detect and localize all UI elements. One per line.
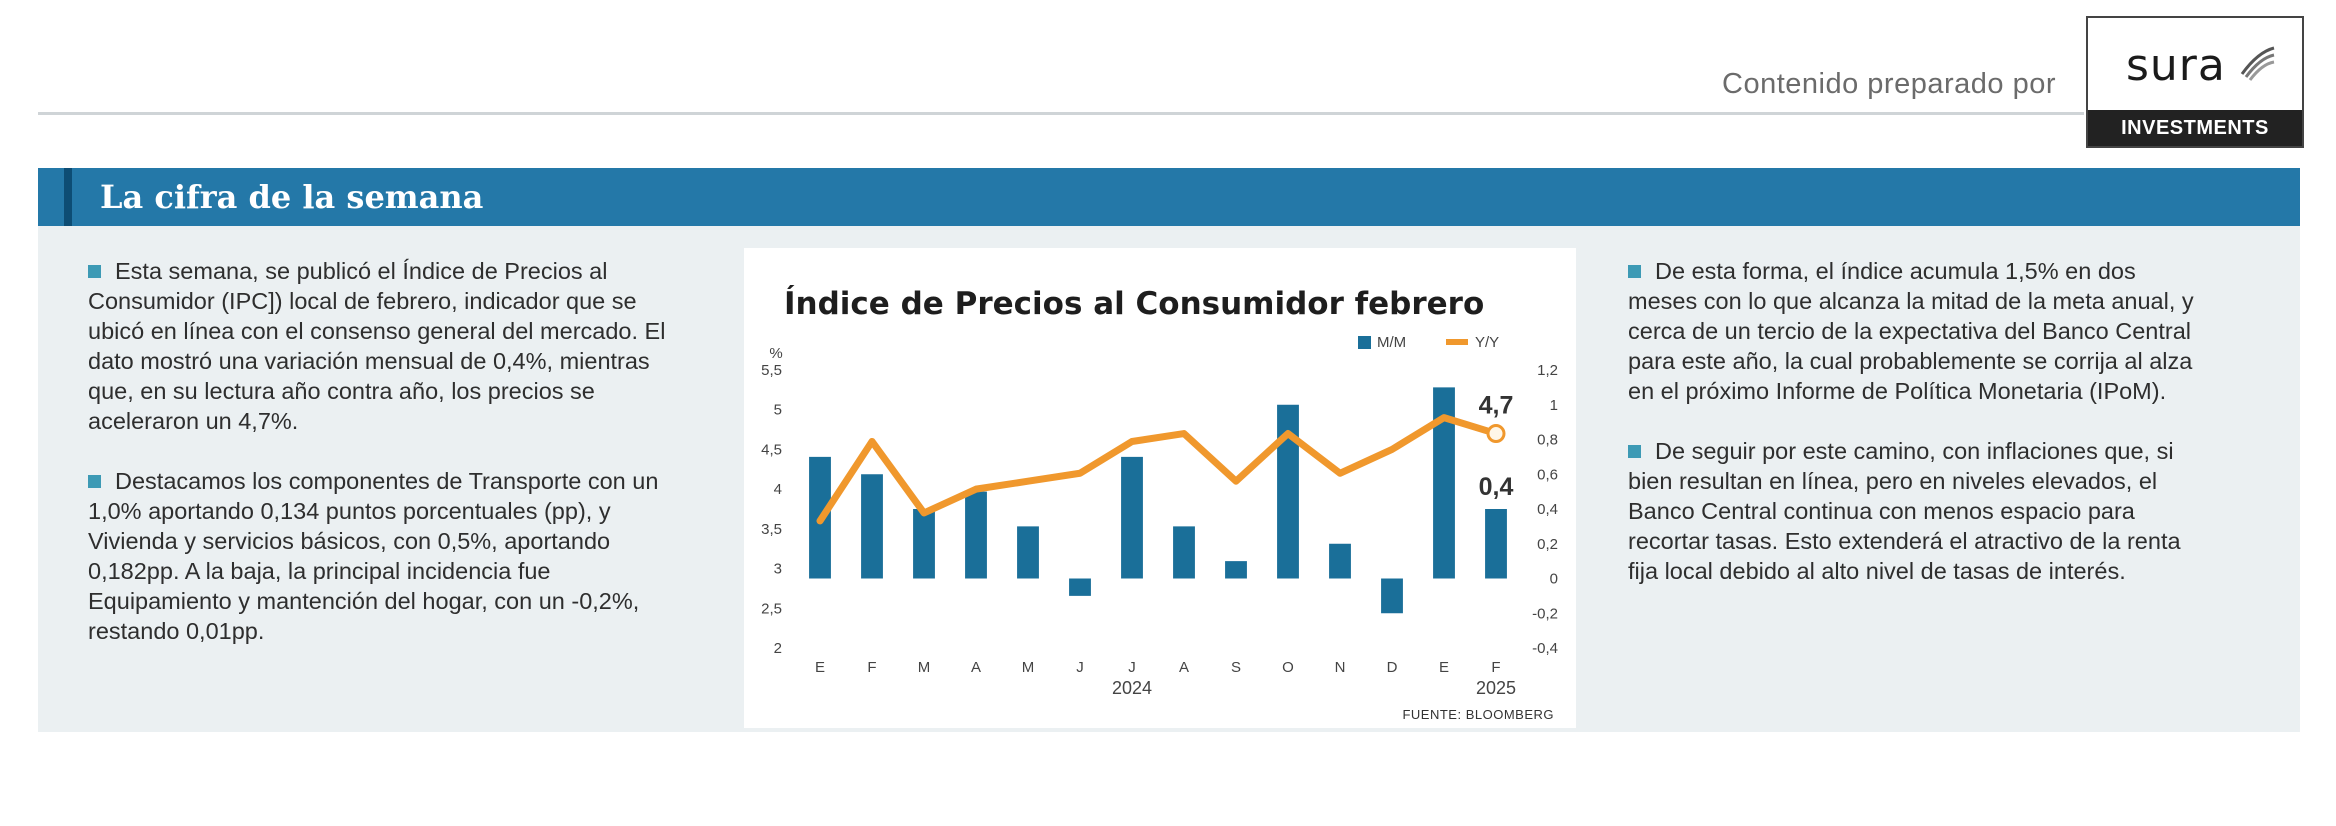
data-label: 4,7 [1479, 392, 1514, 420]
section-banner: La cifra de la semana [38, 168, 2300, 226]
logo-wordmark: sura [2126, 40, 2226, 91]
mm-bar [1017, 526, 1039, 579]
x-axis-tick: F [867, 659, 876, 676]
yy-line [816, 414, 1500, 525]
left-axis-tick: 4,5 [761, 441, 782, 458]
data-label: 0,4 [1479, 473, 1514, 501]
left-column: Esta semana, se publicó el Índice de Pre… [88, 256, 678, 676]
right-axis-tick: 0,2 [1537, 536, 1558, 553]
right-paragraph: De esta forma, el índice acumula 1,5% en… [1628, 256, 2208, 406]
right-axis-tick: -0,4 [1532, 640, 1558, 657]
mm-bar [1381, 578, 1403, 614]
right-axis-tick: -0,2 [1532, 605, 1558, 622]
legend-mm-label: M/M [1377, 334, 1406, 351]
x-axis-tick: M [1022, 659, 1035, 676]
right-column: De esta forma, el índice acumula 1,5% en… [1628, 256, 2208, 616]
year-label: 2025 [1476, 678, 1516, 698]
left-axis-tick: 4 [774, 481, 782, 498]
prepared-by-label: Contenido preparado por [1722, 68, 2056, 100]
section-title: La cifra de la semana [100, 178, 484, 216]
chart-title: Índice de Precios al Consumidor febrero [784, 286, 1485, 322]
legend-mm-swatch [1358, 336, 1371, 349]
cpi-chart: Índice de Precios al Consumidor febrero … [744, 248, 1576, 728]
mm-bar [913, 509, 935, 579]
x-axis-tick: N [1335, 659, 1346, 676]
logo-tagline: INVESTMENTS [2088, 110, 2302, 146]
sura-logo: sura INVESTMENTS [2086, 16, 2304, 148]
right-paragraph-text: De seguir por este camino, con inflacion… [1628, 438, 2181, 584]
left-paragraph: Esta semana, se publicó el Índice de Pre… [88, 256, 678, 436]
x-axis-tick: E [815, 659, 825, 676]
left-axis-unit: % [769, 345, 782, 362]
x-axis-tick: S [1231, 659, 1241, 676]
bullet-square-icon [1628, 265, 1641, 278]
left-axis-tick: 3 [774, 561, 782, 578]
mm-bar [1225, 561, 1247, 579]
x-axis-tick: J [1128, 659, 1136, 676]
left-axis-tick: 3,5 [761, 521, 782, 538]
year-label: 2024 [1112, 678, 1152, 698]
x-axis-tick: D [1387, 659, 1398, 676]
mm-bar [1277, 404, 1299, 579]
right-paragraph: De seguir por este camino, con inflacion… [1628, 436, 2208, 586]
mm-bar [965, 491, 987, 579]
legend-yy-swatch [1446, 339, 1468, 345]
right-axis-tick: 0,6 [1537, 466, 1558, 483]
chart-source: FUENTE: BLOOMBERG [1402, 707, 1554, 722]
left-paragraph-text: Esta semana, se publicó el Índice de Pre… [88, 258, 666, 434]
right-axis-tick: 1,2 [1537, 362, 1558, 379]
x-axis-tick: O [1282, 659, 1294, 676]
right-axis-tick: 0,4 [1537, 501, 1558, 518]
content-panel: Esta semana, se publicó el Índice de Pre… [38, 226, 2300, 732]
left-axis-tick: 2 [774, 640, 782, 657]
x-axis-tick: F [1491, 659, 1500, 676]
left-axis-tick: 5,5 [761, 362, 782, 379]
mm-bar [1329, 543, 1351, 579]
x-axis-tick: M [918, 659, 931, 676]
bullet-square-icon [88, 265, 101, 278]
right-axis-tick: 0,8 [1537, 432, 1558, 449]
banner-accent [64, 168, 72, 226]
mm-bar [1485, 509, 1507, 579]
x-axis-tick: A [1179, 659, 1189, 676]
mm-bar [861, 474, 883, 579]
yy-last-point [1486, 424, 1506, 444]
mm-bar [1173, 526, 1195, 579]
left-paragraph: Destacamos los componentes de Transporte… [88, 466, 678, 646]
bullet-square-icon [88, 475, 101, 488]
logo-wing-icon [2240, 46, 2275, 81]
left-axis-tick: 5 [774, 402, 782, 419]
header-divider [38, 112, 2084, 115]
x-axis-tick: E [1439, 659, 1449, 676]
chart-canvas: % 2 2,5 3 3,5 4 4,5 5 5,5 -0,4 -0,2 0 0,2 0,4 0,6 0,8 1 1… [761, 334, 1558, 698]
mm-bar [1121, 456, 1143, 579]
legend-yy-label: Y/Y [1475, 334, 1499, 351]
mm-bar [1069, 578, 1091, 596]
right-axis-tick: 0 [1550, 571, 1558, 588]
x-axis-tick: A [971, 659, 981, 676]
bullet-square-icon [1628, 445, 1641, 458]
left-paragraph-text: Destacamos los componentes de Transporte… [88, 468, 659, 644]
mm-bar [1433, 387, 1455, 579]
right-paragraph-text: De esta forma, el índice acumula 1,5% en… [1628, 258, 2194, 404]
left-axis-tick: 2,5 [761, 600, 782, 617]
right-axis-tick: 1 [1550, 397, 1558, 414]
x-axis-tick: J [1076, 659, 1084, 676]
